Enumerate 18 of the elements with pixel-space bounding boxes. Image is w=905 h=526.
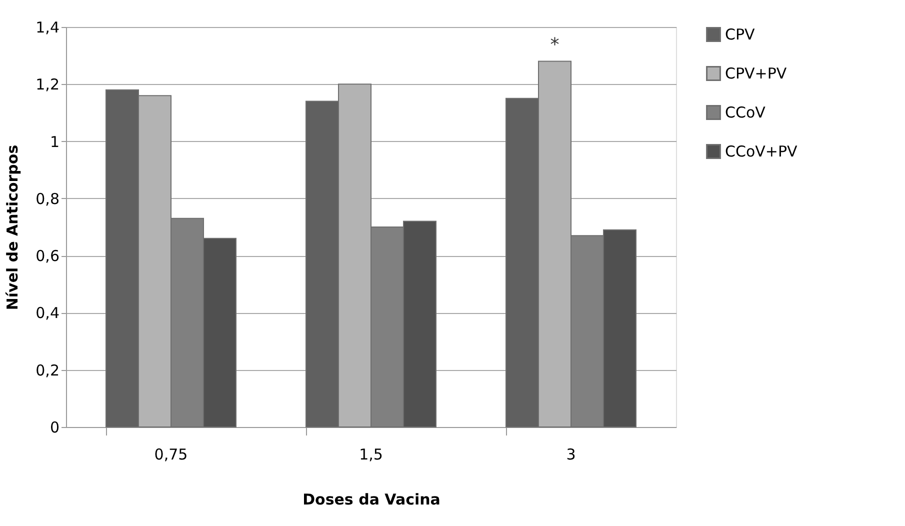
y-tick-label: 1,4 xyxy=(36,18,60,36)
annotation: * xyxy=(550,34,560,56)
y-tick-label: 0 xyxy=(50,418,60,436)
x-axis-title: Doses da Vacina xyxy=(302,490,440,508)
x-tick-label: 3 xyxy=(566,446,576,464)
x-tick-label: 0,75 xyxy=(154,446,188,464)
legend-label: CPV xyxy=(725,26,756,44)
y-tick-label: 1 xyxy=(50,132,60,151)
legend-label: CPV+PV xyxy=(725,64,788,82)
legend-label: CCoV+PV xyxy=(725,142,798,160)
y-axis-title: Nível de Anticorpos xyxy=(4,144,22,310)
y-tick-label: 0,4 xyxy=(36,304,60,322)
y-tick-label: 0,8 xyxy=(36,190,60,208)
x-tick-label: 1,5 xyxy=(359,446,383,464)
legend-label: CCoV xyxy=(725,104,766,122)
y-tick-label: 0,6 xyxy=(36,247,60,266)
y-tick-label: 1,2 xyxy=(36,76,60,94)
y-tick-label: 0,2 xyxy=(36,361,60,380)
